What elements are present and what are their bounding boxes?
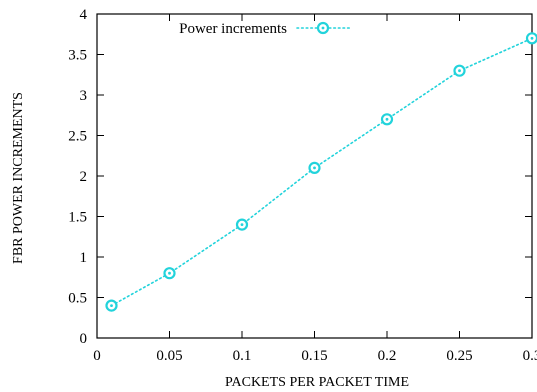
data-point-center [240, 223, 244, 227]
legend-label: Power increments [179, 21, 287, 37]
data-point [453, 64, 466, 77]
data-point-center [313, 166, 316, 170]
x-axis-label: PACKETS PER PACKET TIME [225, 375, 409, 390]
data-point-center [530, 36, 534, 40]
y-tick-label: 4 [80, 7, 88, 23]
tick-group: 0 0.05 0.1 0.15 0.2 0.25 0.3 0 0.5 1 1.5 2 2.5 3 3.5 4 [68, 7, 537, 364]
y-tick-label: 0.5 [68, 291, 87, 307]
x-tick-label: 0.05 [156, 348, 182, 364]
y-tick-label: 1 [80, 250, 88, 266]
y-tick-label: 3 [80, 88, 88, 104]
legend-marker-center [321, 26, 325, 30]
y-tick-label: 1.5 [68, 210, 87, 226]
y-tick-label: 0 [80, 331, 88, 347]
y-axis-label: FBR POWER INCREMENTS [11, 92, 26, 264]
data-point [105, 299, 118, 312]
series-group [105, 32, 537, 312]
data-point-center [110, 304, 113, 307]
data-point [308, 161, 321, 174]
data-point [525, 32, 537, 45]
data-point-center [168, 271, 171, 275]
data-point-center [458, 69, 461, 73]
y-tick-label: 3.5 [68, 48, 87, 64]
y-tick-label: 2 [80, 169, 88, 185]
series-line [110, 37, 533, 307]
legend: Power increments [179, 21, 351, 37]
y-tick-label: 2.5 [68, 129, 87, 145]
x-tick-label: 0.15 [301, 348, 327, 364]
plot-frame [96, 13, 533, 339]
data-point [235, 218, 249, 231]
x-tick-label: 0.25 [446, 348, 472, 364]
x-tick-label: 0.3 [523, 348, 537, 364]
x-tick-label: 0 [93, 348, 101, 364]
x-tick-label: 0.1 [233, 348, 252, 364]
data-point [163, 267, 176, 280]
data-point [380, 113, 394, 126]
x-tick-label: 0.2 [378, 348, 397, 364]
data-point-center [385, 117, 389, 121]
plot-frame-group [96, 13, 533, 339]
